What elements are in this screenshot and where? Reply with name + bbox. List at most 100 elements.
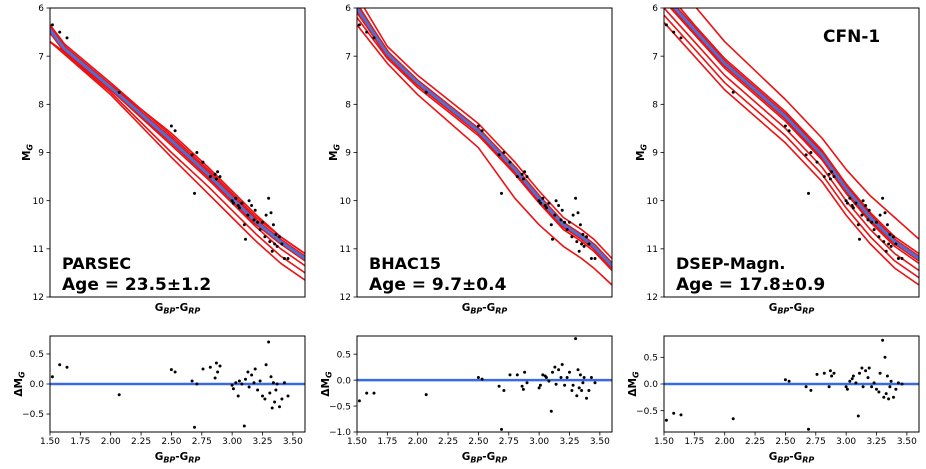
age-label: Age = 17.8±0.9 [676, 275, 825, 295]
age-label: Age = 9.7±0.4 [369, 275, 507, 295]
cluster-label: CFN-1 [823, 27, 880, 47]
residual-point [274, 388, 278, 392]
star-point [560, 208, 564, 212]
cmd-bhac15-plot-area [357, 8, 612, 286]
star-point [193, 191, 196, 195]
residual-point [570, 389, 574, 392]
residual-point [888, 385, 892, 389]
x-tick-label: 2.50 [775, 437, 795, 447]
model-name-label: PARSEC [62, 254, 131, 273]
residual-point [884, 392, 888, 396]
star-point [268, 240, 272, 244]
residual-point [854, 381, 858, 385]
residual-point [866, 376, 870, 380]
star-point [214, 177, 218, 181]
star-point [850, 204, 854, 207]
star-point [242, 223, 246, 227]
y-tick-label: 9 [38, 149, 44, 159]
y-tick-label: 6 [345, 4, 351, 14]
y-tick-label: 0.5 [644, 354, 658, 364]
y-tick-label: 7 [652, 52, 658, 62]
residual-point [230, 383, 234, 387]
x-label-sub2: RP [495, 307, 507, 316]
residual-point [286, 394, 290, 398]
star-point [173, 129, 177, 133]
residual-point [424, 393, 428, 397]
y-tick-label: 12 [647, 293, 658, 303]
star-point [273, 242, 277, 246]
y-tick-label: 6 [38, 4, 44, 14]
isochrone-line-4 [50, 41, 305, 274]
residual-point [250, 373, 254, 377]
residual-point [896, 381, 900, 385]
isochrone-line-5 [664, 14, 919, 279]
star-point [541, 196, 545, 200]
y-tick-label: −0.5 [636, 407, 658, 417]
star-point [888, 232, 892, 236]
star-point [851, 206, 855, 210]
star-point [275, 244, 279, 248]
residual-point [578, 373, 582, 377]
star-point [213, 172, 217, 176]
x-label-sub2: RP [495, 456, 507, 465]
star-point [807, 191, 810, 195]
x-label-g2: G [487, 451, 496, 463]
y-axis-label: ΔMG [13, 371, 27, 397]
x-tick-label: 1.50 [40, 437, 60, 447]
y-label-main: M [21, 151, 33, 161]
star-point [553, 213, 557, 217]
y-tick-label: 7 [345, 52, 351, 62]
star-point [883, 211, 887, 215]
residual-parsec-plot-area [50, 340, 305, 429]
residual-point [282, 381, 286, 385]
residual-bhac15-frame [356, 335, 613, 433]
residual-point [231, 387, 235, 391]
star-point [830, 170, 834, 174]
residual-point [851, 374, 855, 378]
star-point [271, 223, 275, 227]
star-point [571, 213, 575, 217]
residual-point [278, 405, 281, 409]
x-tick-label: 2.75 [806, 437, 826, 447]
x-label-sub: BP [777, 307, 789, 316]
residual-point [585, 396, 588, 400]
residual-point [563, 383, 567, 387]
x-tick-label: 3.00 [529, 437, 549, 447]
residual-point [275, 382, 279, 386]
x-label-g: G [769, 302, 778, 314]
star-point [525, 175, 529, 179]
residual-point [882, 395, 886, 399]
star-point [500, 191, 503, 195]
star-point [65, 36, 69, 40]
residual-point [565, 376, 569, 379]
star-point [547, 201, 551, 205]
residual-point [850, 377, 854, 381]
star-point [497, 153, 501, 157]
y-label-sub: G [325, 371, 334, 378]
star-point [476, 124, 480, 128]
x-label-g2: G [794, 451, 803, 463]
star-point [585, 235, 588, 239]
star-point [570, 235, 574, 239]
residual-point [577, 386, 581, 390]
residual-point [216, 370, 220, 374]
y-tick-label: −0.5 [329, 402, 351, 412]
x-label-sub: BP [163, 307, 175, 316]
y-tick-label: 0.0 [337, 376, 352, 386]
residual-point [549, 409, 553, 413]
x-tick-label: 2.00 [715, 437, 735, 447]
y-label-sub: G [333, 144, 342, 151]
residual-point [240, 382, 244, 386]
star-point [256, 220, 260, 224]
star-point [870, 220, 874, 224]
residual-point [867, 366, 871, 370]
star-point [860, 213, 864, 217]
star-point [864, 204, 868, 207]
y-tick-label: 10 [340, 197, 352, 207]
x-label-sub2: RP [802, 456, 814, 465]
star-point [889, 244, 893, 248]
star-point [195, 151, 199, 154]
star-point [169, 124, 173, 128]
residual-point [557, 368, 561, 372]
residual-point [844, 385, 848, 389]
